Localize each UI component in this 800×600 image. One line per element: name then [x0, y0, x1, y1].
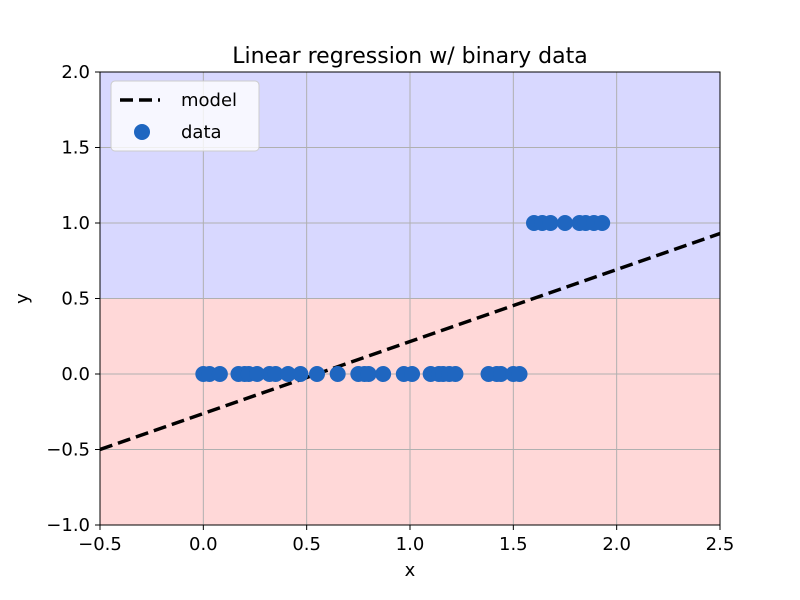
y-axis-label: y: [12, 293, 33, 304]
data-point: [511, 366, 528, 382]
x-tick-label: 2.0: [602, 534, 631, 555]
x-tick-label: 2.5: [706, 534, 735, 555]
data-point: [309, 366, 325, 382]
x-axis-ticks: −0.5 0.0 0.5 1.0 1.5 2.0 2.5: [78, 525, 734, 555]
x-tick-label: −0.5: [78, 534, 122, 555]
data-point: [267, 366, 284, 382]
data-point: [404, 366, 421, 382]
data-point: [542, 215, 559, 231]
y-tick-label: −0.5: [46, 440, 90, 461]
model-line: [100, 231, 720, 452]
y-tick-label: −1.0: [46, 515, 90, 536]
legend-data-swatch: [134, 124, 150, 140]
model-series: [100, 231, 720, 452]
legend: model data: [110, 80, 260, 152]
data-series: [195, 215, 611, 382]
y-axis-ticks: 2.0 1.5 1.0 0.5 0.0 −0.5 −1.0: [46, 62, 100, 536]
x-tick-label: 1.0: [396, 534, 425, 555]
legend-data-label: data: [181, 122, 222, 143]
y-tick-label: 0.0: [61, 364, 90, 385]
data-point: [211, 366, 228, 382]
chart-title: Linear regression w/ binary data: [232, 44, 587, 69]
y-tick-label: 1.0: [61, 213, 90, 234]
data-point: [249, 366, 266, 382]
data-point: [594, 215, 611, 231]
data-point: [280, 366, 297, 382]
x-axis-label: x: [405, 560, 416, 581]
x-tick-label: 1.5: [499, 534, 528, 555]
data-point: [557, 215, 573, 231]
y-tick-label: 2.0: [61, 62, 90, 83]
data-point: [329, 366, 346, 382]
data-point: [447, 366, 464, 382]
x-tick-label: 0.5: [292, 534, 321, 555]
data-point: [492, 366, 509, 382]
data-point: [292, 366, 309, 382]
data-point: [360, 366, 377, 382]
x-tick-label: 0.0: [189, 534, 218, 555]
data-point: [375, 366, 392, 382]
legend-model-label: model: [181, 90, 237, 111]
y-tick-label: 1.5: [61, 138, 90, 159]
y-tick-label: 0.5: [61, 289, 90, 310]
